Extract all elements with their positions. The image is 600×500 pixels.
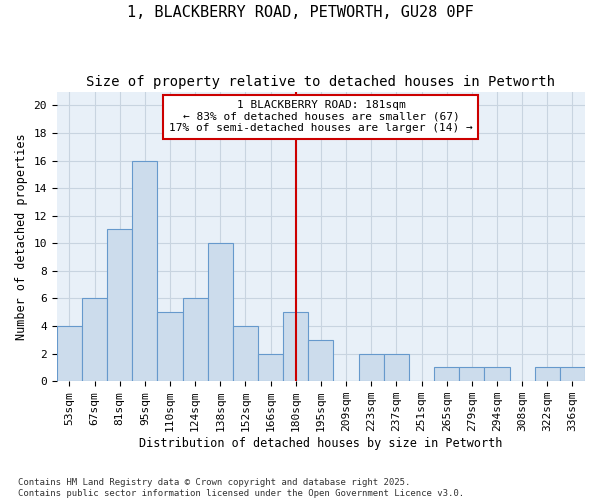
Bar <box>157 312 182 381</box>
Bar <box>107 230 132 381</box>
Bar <box>208 244 233 381</box>
Bar <box>384 354 409 381</box>
Bar <box>434 368 459 381</box>
Text: 1 BLACKBERRY ROAD: 181sqm
← 83% of detached houses are smaller (67)
17% of semi-: 1 BLACKBERRY ROAD: 181sqm ← 83% of detac… <box>169 100 473 134</box>
Bar <box>308 340 334 381</box>
Text: 1, BLACKBERRY ROAD, PETWORTH, GU28 0PF: 1, BLACKBERRY ROAD, PETWORTH, GU28 0PF <box>127 5 473 20</box>
Bar <box>82 298 107 381</box>
Bar <box>459 368 484 381</box>
Bar <box>132 160 157 381</box>
Bar <box>359 354 384 381</box>
Y-axis label: Number of detached properties: Number of detached properties <box>15 133 28 340</box>
Bar <box>535 368 560 381</box>
Bar <box>57 326 82 381</box>
Title: Size of property relative to detached houses in Petworth: Size of property relative to detached ho… <box>86 75 556 89</box>
Bar <box>182 298 208 381</box>
Bar <box>484 368 509 381</box>
Bar <box>283 312 308 381</box>
Bar <box>258 354 283 381</box>
Bar <box>560 368 585 381</box>
Bar <box>233 326 258 381</box>
X-axis label: Distribution of detached houses by size in Petworth: Distribution of detached houses by size … <box>139 437 503 450</box>
Text: Contains HM Land Registry data © Crown copyright and database right 2025.
Contai: Contains HM Land Registry data © Crown c… <box>18 478 464 498</box>
